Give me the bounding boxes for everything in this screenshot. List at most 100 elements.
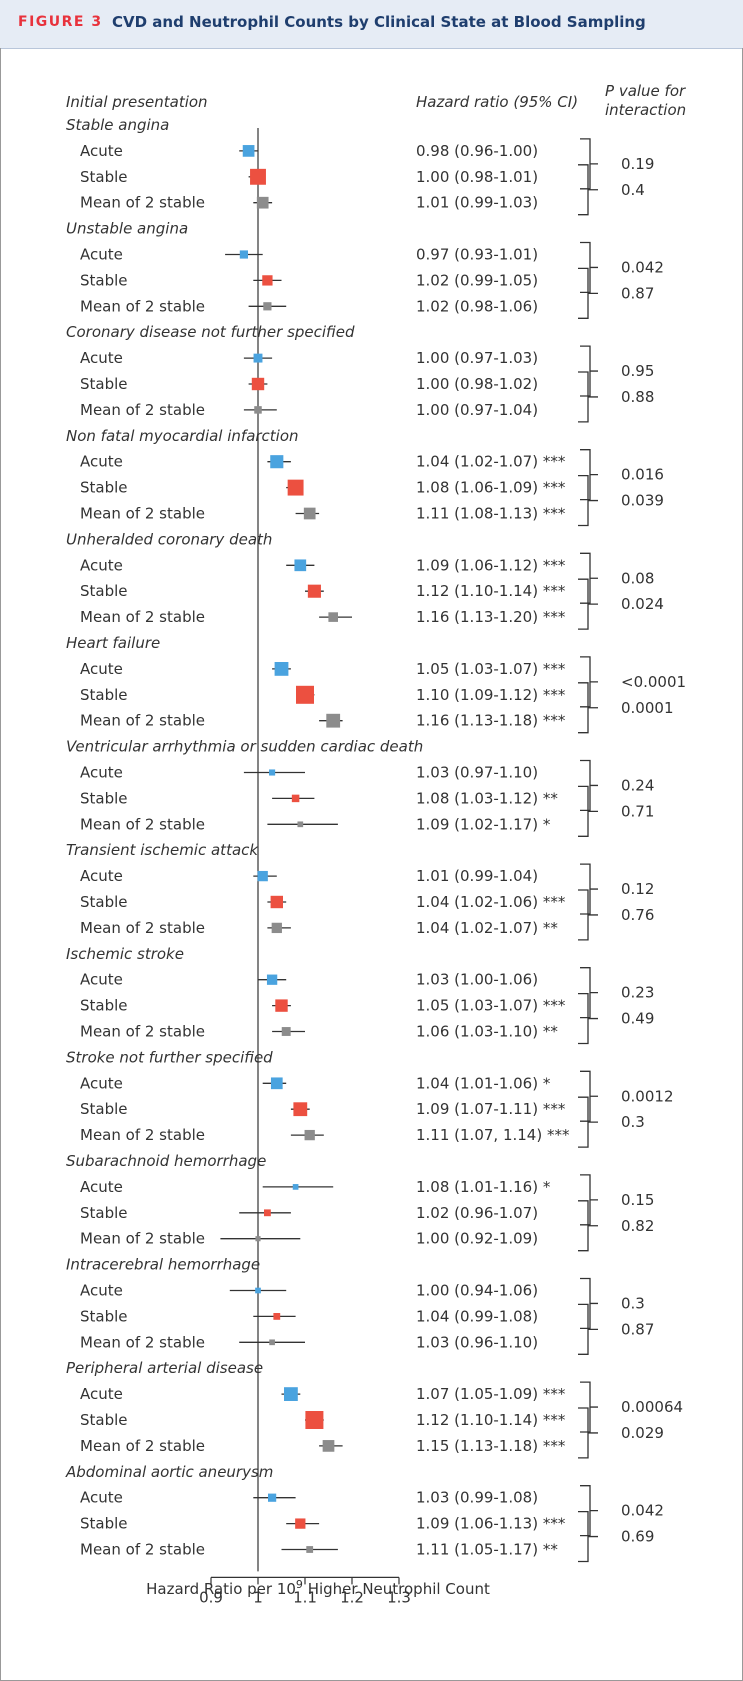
column-header-p-line1: P value for: [605, 82, 686, 100]
point-estimate: [322, 1440, 335, 1452]
row-label: Acute: [80, 246, 123, 264]
interaction-bracket: [578, 578, 598, 630]
hr-text: 1.00 (0.92-1.09): [416, 1230, 538, 1248]
x-tick-label: 0.9: [199, 1588, 223, 1606]
interaction-bracket: [580, 1070, 598, 1122]
hr-text: 1.03 (0.97-1.10): [416, 764, 538, 782]
row-label: Mean of 2 stable: [80, 1541, 205, 1559]
point-estimate: [250, 168, 266, 185]
point-estimate: [264, 1209, 271, 1217]
p-value: 0.0001: [621, 699, 674, 717]
x-axis-label: Hazard Ratio per 109 Higher Neutrophil C…: [146, 1578, 490, 1598]
point-estimate: [295, 1518, 306, 1529]
row-label: Mean of 2 stable: [80, 1230, 205, 1248]
group-title: Transient ischemic attack: [66, 841, 259, 859]
row-label: Stable: [80, 1100, 128, 1118]
hr-text: 1.04 (1.02-1.06) ***: [416, 893, 566, 911]
hr-text: 1.06 (1.03-1.10) **: [416, 1023, 558, 1041]
hr-text: 1.03 (1.00-1.06): [416, 971, 538, 989]
point-estimate: [294, 559, 307, 572]
point-estimate: [306, 1546, 314, 1553]
interaction-bracket: [578, 1096, 598, 1148]
group-title: Coronary disease not further specified: [66, 323, 355, 341]
point-estimate: [253, 353, 263, 363]
hr-text: 1.05 (1.03-1.07) ***: [416, 997, 566, 1015]
interaction-bracket: [580, 1381, 598, 1433]
interaction-bracket: [578, 1303, 598, 1355]
interaction-bracket: [580, 1277, 598, 1330]
p-value: 0.3: [621, 1113, 645, 1131]
p-value: 0.042: [621, 258, 664, 276]
p-value: 0.87: [621, 1320, 654, 1338]
rows-layer: Stable angina Acute 0.98 (0.96-1.00) Stable…: [65, 116, 686, 1572]
point-estimate: [293, 1102, 308, 1117]
p-value: 0.3: [621, 1294, 645, 1312]
hr-text: 1.00 (0.97-1.03): [416, 349, 538, 367]
point-estimate: [284, 1387, 298, 1401]
p-value: 0.15: [621, 1191, 654, 1209]
row-label: Stable: [80, 271, 128, 289]
point-estimate: [307, 584, 321, 598]
row-label: Stable: [80, 1411, 128, 1429]
row-label: Acute: [80, 867, 123, 885]
hr-text: 1.08 (1.01-1.16) *: [416, 1178, 551, 1196]
point-estimate: [268, 1493, 277, 1502]
hr-text: 1.05 (1.03-1.07) ***: [416, 660, 566, 678]
row-label: Acute: [80, 1178, 123, 1196]
hr-text: 1.02 (0.98-1.06): [416, 297, 538, 315]
hr-text: 1.01 (0.99-1.03): [416, 194, 538, 212]
hr-text: 1.03 (0.96-1.10): [416, 1333, 538, 1351]
hr-text: 1.01 (0.99-1.04): [416, 867, 538, 885]
hr-text: 1.00 (0.97-1.04): [416, 401, 538, 419]
column-header-hr: Hazard ratio (95% CI): [416, 93, 578, 111]
group-title: Abdominal aortic aneurysm: [65, 1463, 273, 1481]
row-label: Mean of 2 stable: [80, 297, 205, 315]
point-estimate: [251, 377, 265, 391]
interaction-bracket: [578, 785, 598, 837]
point-estimate: [254, 406, 262, 414]
interaction-bracket: [580, 759, 598, 812]
group-title: Stroke not further specified: [66, 1048, 273, 1066]
row-label: Mean of 2 stable: [80, 505, 205, 523]
point-estimate: [273, 1313, 281, 1320]
figure-header: FIGURE 3 CVD and Neutrophil Counts by Cl…: [0, 0, 743, 49]
hr-text: 1.12 (1.10-1.14) ***: [416, 1411, 566, 1429]
hr-text: 1.10 (1.09-1.12) ***: [416, 686, 566, 704]
interaction-bracket: [580, 1174, 598, 1226]
p-value: 0.0012: [621, 1087, 674, 1105]
point-estimate: [270, 895, 283, 909]
hr-text: 0.98 (0.96-1.00): [416, 142, 538, 160]
point-estimate: [257, 870, 268, 882]
point-estimate: [263, 302, 272, 311]
hr-text: 1.08 (1.06-1.09) ***: [416, 479, 566, 497]
interaction-bracket: [578, 1407, 598, 1459]
interaction-bracket: [580, 656, 598, 708]
group-title: Non fatal myocardial infarction: [66, 427, 299, 445]
point-estimate: [303, 507, 316, 520]
point-estimate: [281, 1027, 291, 1036]
hr-text: 1.04 (1.02-1.07) **: [416, 919, 558, 937]
row-label: Mean of 2 stable: [80, 608, 205, 626]
point-estimate: [296, 685, 314, 704]
point-estimate: [304, 1129, 315, 1141]
hr-text: 1.00 (0.98-1.02): [416, 375, 538, 393]
row-label: Acute: [80, 1489, 123, 1507]
hr-text: 1.02 (0.96-1.07): [416, 1204, 538, 1222]
group-title: Stable angina: [66, 116, 169, 134]
figure-title: CVD and Neutrophil Counts by Clinical St…: [112, 13, 646, 31]
point-estimate: [326, 713, 341, 728]
row-label: Stable: [80, 789, 128, 807]
interaction-bracket: [580, 345, 598, 397]
p-value: 0.016: [621, 466, 664, 484]
point-estimate: [266, 974, 278, 985]
row-label: Mean of 2 stable: [80, 194, 205, 212]
x-tick-label: 1: [253, 1588, 263, 1606]
row-label: Acute: [80, 1385, 123, 1403]
row-label: Acute: [80, 971, 123, 989]
hr-text: 1.16 (1.13-1.20) ***: [416, 608, 566, 626]
point-estimate: [287, 479, 304, 496]
p-value: 0.71: [621, 802, 654, 820]
frame-border-left: [0, 48, 1, 1681]
row-label: Acute: [80, 660, 123, 678]
group-title: Heart failure: [66, 634, 160, 652]
